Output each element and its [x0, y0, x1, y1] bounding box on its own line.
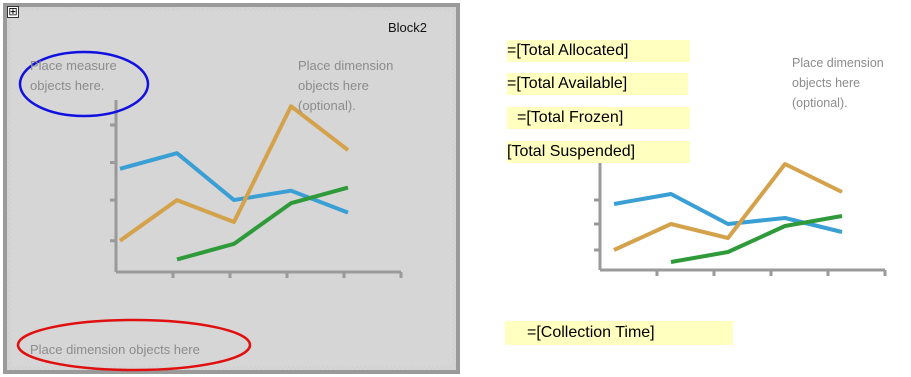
right-chart-series-line-1 [613, 192, 843, 234]
dimension-drop-zone-circle [16, 318, 252, 372]
right-chart-series [613, 162, 843, 264]
chart-block[interactable] [3, 3, 460, 374]
move-handle-icon[interactable]: ⊞ [7, 5, 19, 18]
right-chart-series-line-2 [613, 162, 843, 252]
block-title: Block2 [388, 20, 428, 35]
left-chart-axes [110, 100, 403, 278]
left-chart-series-line-1 [119, 151, 349, 215]
preview-dimension-hint: Place dimension objects here (optional). [792, 56, 884, 110]
measure-label-total-frozen[interactable]: =[Total Frozen] [507, 107, 690, 129]
right-chart-series-line-3 [670, 214, 843, 264]
measure-label-total-available[interactable]: =[Total Available] [507, 73, 688, 95]
measure-drop-zone-hint[interactable]: Place measure objects here. [30, 58, 117, 93]
right-chart-axes [594, 160, 887, 276]
measure-label-total-suspended[interactable]: [Total Suspended] [507, 141, 690, 163]
dimension-drop-zone-hint[interactable]: Place dimension objects here [30, 342, 200, 357]
dimension-drop-zone-hint-optional[interactable]: Place dimension objects here (optional). [298, 58, 394, 113]
chart-block-canvas [11, 11, 452, 366]
left-chart-series-line-2 [118, 104, 350, 243]
dimension-label-collection-time[interactable]: =[Collection Time] [505, 321, 733, 345]
measure-drop-zone-circle [18, 50, 150, 118]
left-chart-series-line-3 [176, 185, 349, 262]
left-chart-series [118, 104, 350, 262]
measure-label-total-allocated[interactable]: =[Total Allocated] [507, 40, 690, 62]
